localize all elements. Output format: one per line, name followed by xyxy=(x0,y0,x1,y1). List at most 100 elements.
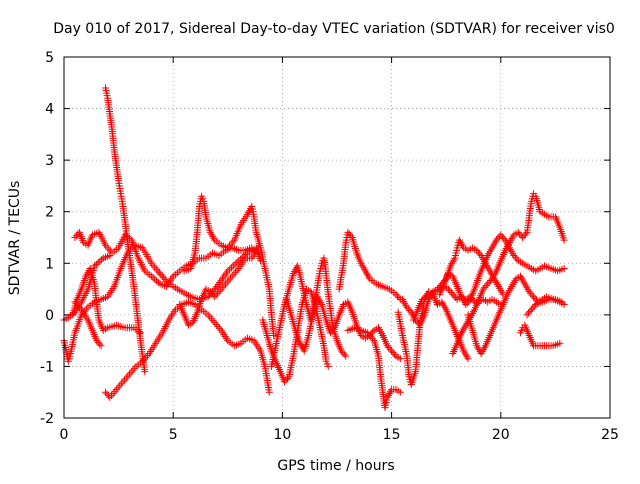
data-point xyxy=(500,234,508,242)
data-point xyxy=(204,293,212,301)
data-point xyxy=(151,275,159,283)
data-point xyxy=(154,278,162,286)
data-point xyxy=(155,269,163,277)
data-point xyxy=(149,274,157,282)
data-point xyxy=(214,289,222,297)
data-point xyxy=(525,288,533,296)
data-point xyxy=(212,291,220,299)
data-point xyxy=(220,282,228,290)
data-point xyxy=(337,347,345,355)
data-point xyxy=(484,280,492,288)
data-point xyxy=(212,321,220,329)
data-point xyxy=(462,301,470,309)
data-point xyxy=(473,246,481,254)
data-point xyxy=(558,298,566,306)
data-point xyxy=(463,299,471,307)
data-point xyxy=(329,325,337,333)
data-point xyxy=(97,342,105,350)
data-point xyxy=(111,388,119,396)
data-point xyxy=(157,270,165,278)
data-point xyxy=(225,276,233,284)
data-point xyxy=(127,368,135,376)
data-point xyxy=(326,329,334,337)
x-tick-label: 0 xyxy=(60,427,69,443)
data-point xyxy=(446,287,454,295)
data-point xyxy=(476,250,484,258)
data-point xyxy=(211,319,219,327)
data-point xyxy=(328,327,336,335)
data-point xyxy=(560,236,568,244)
data-point xyxy=(367,333,375,341)
data-point xyxy=(141,368,149,376)
data-point xyxy=(226,265,234,273)
data-point xyxy=(530,302,538,310)
data-point xyxy=(227,240,235,248)
data-point xyxy=(395,294,403,302)
data-point xyxy=(121,376,129,384)
data-point xyxy=(531,295,539,303)
data-point xyxy=(152,265,160,273)
data-point xyxy=(396,355,404,363)
data-point xyxy=(122,374,130,382)
data-point xyxy=(207,315,215,323)
data-point xyxy=(527,289,535,297)
x-tick-label: 10 xyxy=(273,427,291,443)
data-point xyxy=(117,380,125,388)
data-point xyxy=(283,374,291,382)
data-point xyxy=(556,339,564,347)
data-point xyxy=(450,292,458,300)
data-point xyxy=(527,306,535,314)
data-point xyxy=(391,350,399,358)
data-point xyxy=(119,378,127,386)
data-point xyxy=(211,293,219,301)
data-point xyxy=(154,267,162,275)
data-point xyxy=(485,278,493,286)
data-point xyxy=(324,362,332,370)
data-point xyxy=(71,234,79,241)
data-point xyxy=(492,236,500,244)
data-point xyxy=(129,366,137,374)
y-tick-label: 4 xyxy=(45,102,54,118)
data-point xyxy=(513,255,521,263)
data-point xyxy=(108,391,116,399)
y-tick-label: 2 xyxy=(45,205,54,221)
data-point xyxy=(404,305,412,313)
data-point xyxy=(228,272,236,280)
data-point xyxy=(413,318,421,326)
chart-title: Day 010 of 2017, Sidereal Day-to-day VTE… xyxy=(53,21,615,37)
data-point xyxy=(393,292,401,300)
data-point xyxy=(447,289,455,297)
data-point xyxy=(520,232,528,240)
data-point xyxy=(91,262,99,270)
x-axis-label: GPS time / hours xyxy=(277,458,394,474)
data-point xyxy=(235,257,243,265)
x-tick-label: 15 xyxy=(383,427,401,443)
data-point xyxy=(227,274,235,282)
data-point xyxy=(392,290,400,298)
y-tick-label: -2 xyxy=(40,411,54,427)
data-point xyxy=(206,313,214,321)
data-point xyxy=(126,370,134,378)
data-point xyxy=(94,338,102,346)
y-axis-label: SDTVAR / TECUs xyxy=(7,181,23,296)
x-tick-label: 25 xyxy=(601,427,619,443)
data-point xyxy=(158,272,166,280)
data-point xyxy=(222,280,230,288)
data-point xyxy=(465,297,473,305)
data-point xyxy=(211,284,219,292)
data-point xyxy=(339,349,347,357)
data-point xyxy=(528,291,536,299)
data-point xyxy=(444,285,452,293)
data-point xyxy=(479,285,487,293)
data-point xyxy=(224,267,232,275)
x-tick-label: 5 xyxy=(169,427,178,443)
data-point xyxy=(396,388,404,396)
data-point xyxy=(124,372,132,380)
data-point xyxy=(231,268,239,276)
data-point xyxy=(114,384,122,392)
data-point xyxy=(524,309,532,317)
data-point xyxy=(130,364,138,372)
data-point xyxy=(214,322,222,330)
